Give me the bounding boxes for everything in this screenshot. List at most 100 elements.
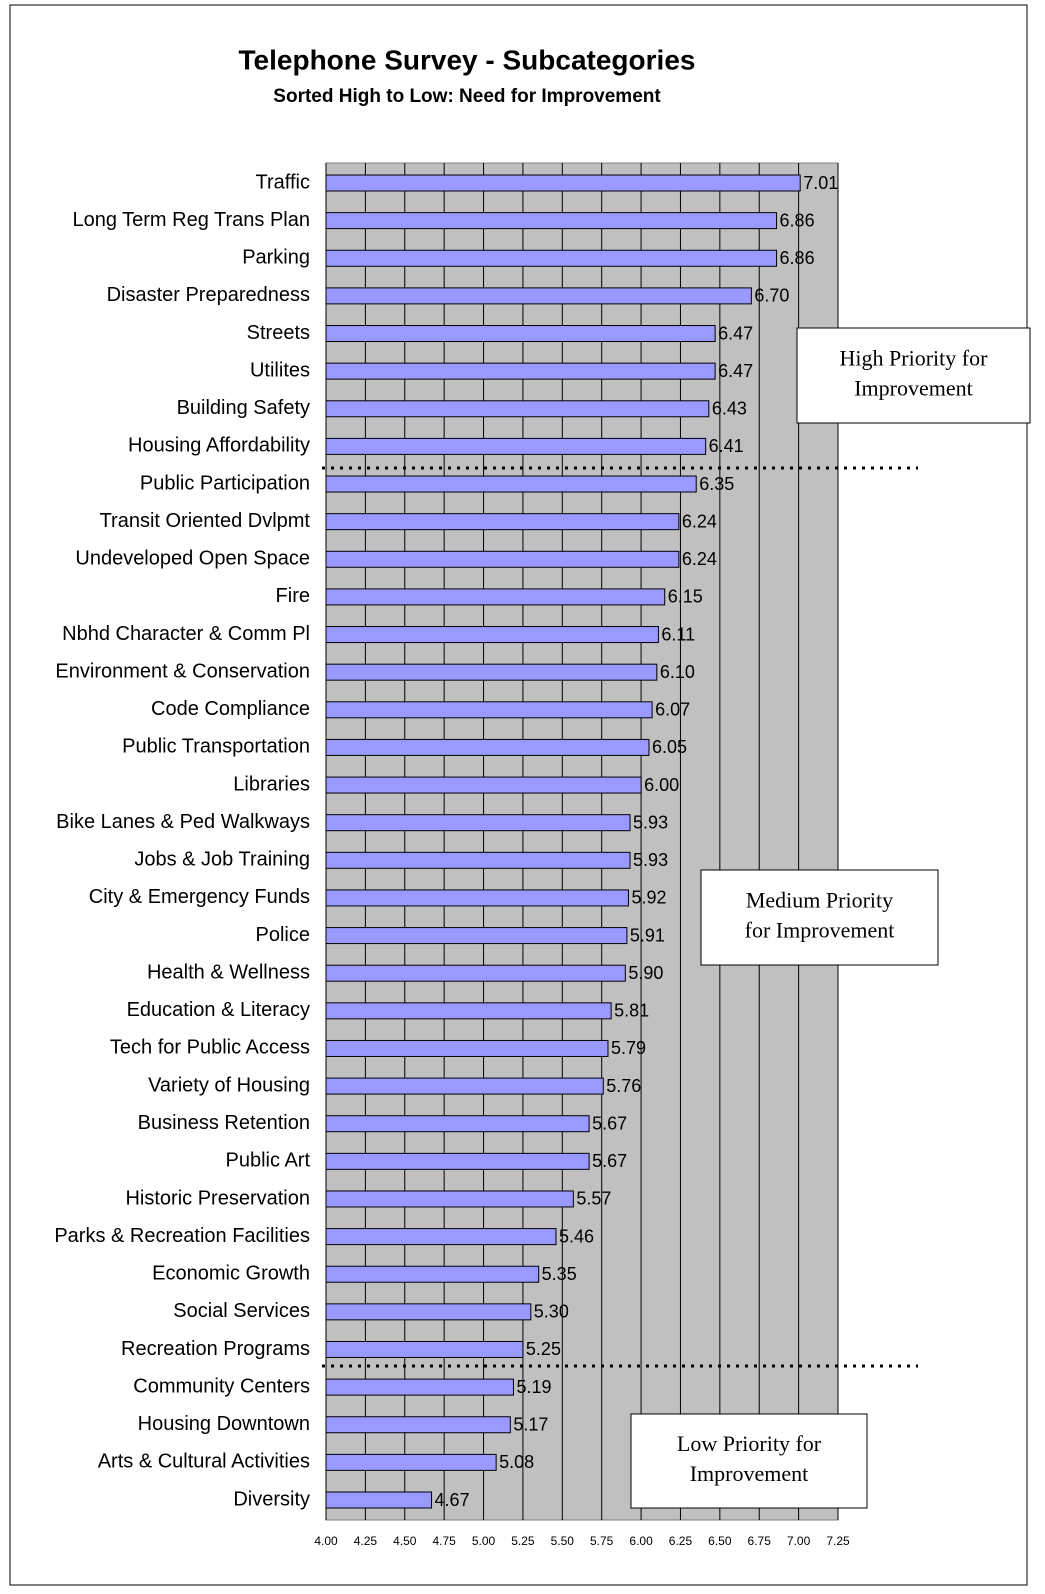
bar	[325, 1378, 514, 1396]
category-label: Recreation Programs	[121, 1338, 310, 1360]
value-label: 5.57	[576, 1189, 611, 1209]
value-label: 6.10	[660, 662, 695, 682]
category-label: Building Safety	[177, 397, 310, 419]
value-label: 5.93	[633, 850, 668, 870]
annotation-text: Improvement	[854, 376, 973, 401]
value-label: 6.05	[652, 737, 687, 757]
bar	[325, 588, 666, 606]
category-label: Health & Wellness	[147, 961, 310, 983]
chart-title: Telephone Survey - Subcategories	[239, 44, 696, 75]
chart-subtitle: Sorted High to Low: Need for Improvement	[273, 86, 661, 107]
annotation-text: High Priority for	[840, 346, 989, 371]
value-label: 5.46	[559, 1226, 594, 1246]
value-label: 6.43	[712, 399, 747, 419]
x-tick-label: 6.00	[629, 1534, 653, 1548]
category-label: Public Art	[226, 1150, 311, 1172]
value-label: 6.24	[682, 511, 717, 531]
value-label: 6.70	[754, 286, 789, 306]
value-label: 6.07	[655, 700, 690, 720]
value-label: 5.67	[592, 1151, 627, 1171]
category-label: Bike Lanes & Ped Walkways	[56, 811, 310, 833]
value-label: 6.11	[661, 624, 695, 644]
value-label: 5.81	[614, 1001, 649, 1021]
bar	[325, 1416, 511, 1434]
annotations: High Priority for Improvement Medium Prior…	[630, 327, 1031, 1509]
bar	[325, 814, 631, 832]
annotation-text: Low Priority for	[677, 1431, 822, 1456]
category-label: Parks & Recreation Facilities	[54, 1225, 310, 1247]
bar	[325, 212, 778, 230]
value-label: 5.67	[592, 1113, 627, 1133]
x-tick-label: 5.00	[472, 1534, 496, 1548]
value-label: 5.17	[513, 1414, 548, 1434]
x-tick-label: 4.25	[354, 1534, 378, 1548]
category-label: Housing Downtown	[138, 1413, 310, 1435]
value-label: 6.47	[718, 361, 753, 381]
annotation-text: Medium Priority	[746, 888, 893, 913]
bar	[325, 174, 801, 192]
value-label: 5.08	[499, 1452, 534, 1472]
category-label: Utilites	[250, 359, 310, 381]
category-label: Code Compliance	[151, 698, 310, 720]
category-label: Streets	[247, 322, 310, 344]
value-label: 5.79	[611, 1038, 646, 1058]
category-label: Diversity	[233, 1488, 310, 1510]
bar	[325, 1303, 532, 1321]
bar	[325, 701, 653, 719]
bar	[325, 362, 716, 380]
category-label: Business Retention	[138, 1112, 310, 1134]
annotation-box	[796, 327, 1031, 424]
bar	[325, 1228, 557, 1246]
bar	[325, 776, 642, 794]
category-label: Undeveloped Open Space	[75, 548, 310, 570]
value-label: 4.67	[435, 1490, 470, 1510]
category-label: Historic Preservation	[125, 1187, 310, 1209]
bar	[325, 927, 628, 945]
bar	[325, 1039, 609, 1057]
x-tick-label: 4.50	[393, 1534, 417, 1548]
bar	[325, 437, 707, 455]
bar	[325, 1265, 540, 1283]
bar	[325, 889, 629, 907]
x-tick-label: 6.25	[669, 1534, 693, 1548]
x-tick-label: 6.50	[708, 1534, 732, 1548]
category-label: Parking	[242, 247, 310, 269]
value-label: 5.90	[628, 963, 663, 983]
value-label: 6.00	[644, 775, 679, 795]
value-label: 6.15	[668, 587, 703, 607]
bar	[325, 513, 680, 531]
value-label: 6.86	[780, 248, 815, 268]
bar	[325, 1453, 497, 1471]
value-label: 5.25	[526, 1339, 561, 1359]
annotation-box	[630, 1413, 868, 1509]
x-tick-label: 5.25	[511, 1534, 535, 1548]
x-tick-label: 7.00	[787, 1534, 811, 1548]
bar	[325, 400, 710, 418]
category-label: Nbhd Character & Comm Pl	[62, 623, 310, 645]
category-label: Traffic	[256, 171, 310, 193]
category-label: Long Term Reg Trans Plan	[72, 209, 310, 231]
value-label: 5.92	[631, 888, 666, 908]
category-label: Housing Affordability	[128, 435, 310, 457]
category-label: Environment & Conservation	[55, 660, 310, 682]
annotation-text: for Improvement	[745, 918, 895, 943]
bar	[325, 1190, 574, 1208]
bars: Traffic 7.01 Long Term Reg Trans Plan 6.86 P…	[54, 171, 838, 1510]
annotation-box	[700, 869, 939, 966]
bar	[325, 1077, 604, 1095]
plot-area	[325, 162, 839, 1521]
bar	[325, 964, 626, 982]
value-label: 7.01	[803, 173, 838, 193]
value-label: 5.76	[606, 1076, 641, 1096]
bar	[325, 325, 716, 343]
bar	[325, 1340, 524, 1358]
value-label: 5.93	[633, 812, 668, 832]
x-tick-label: 7.25	[826, 1534, 850, 1548]
value-label: 5.30	[534, 1302, 569, 1322]
category-label: Public Participation	[140, 472, 310, 494]
bar	[325, 475, 697, 493]
x-tick-label: 5.50	[551, 1534, 575, 1548]
bar	[325, 626, 659, 644]
